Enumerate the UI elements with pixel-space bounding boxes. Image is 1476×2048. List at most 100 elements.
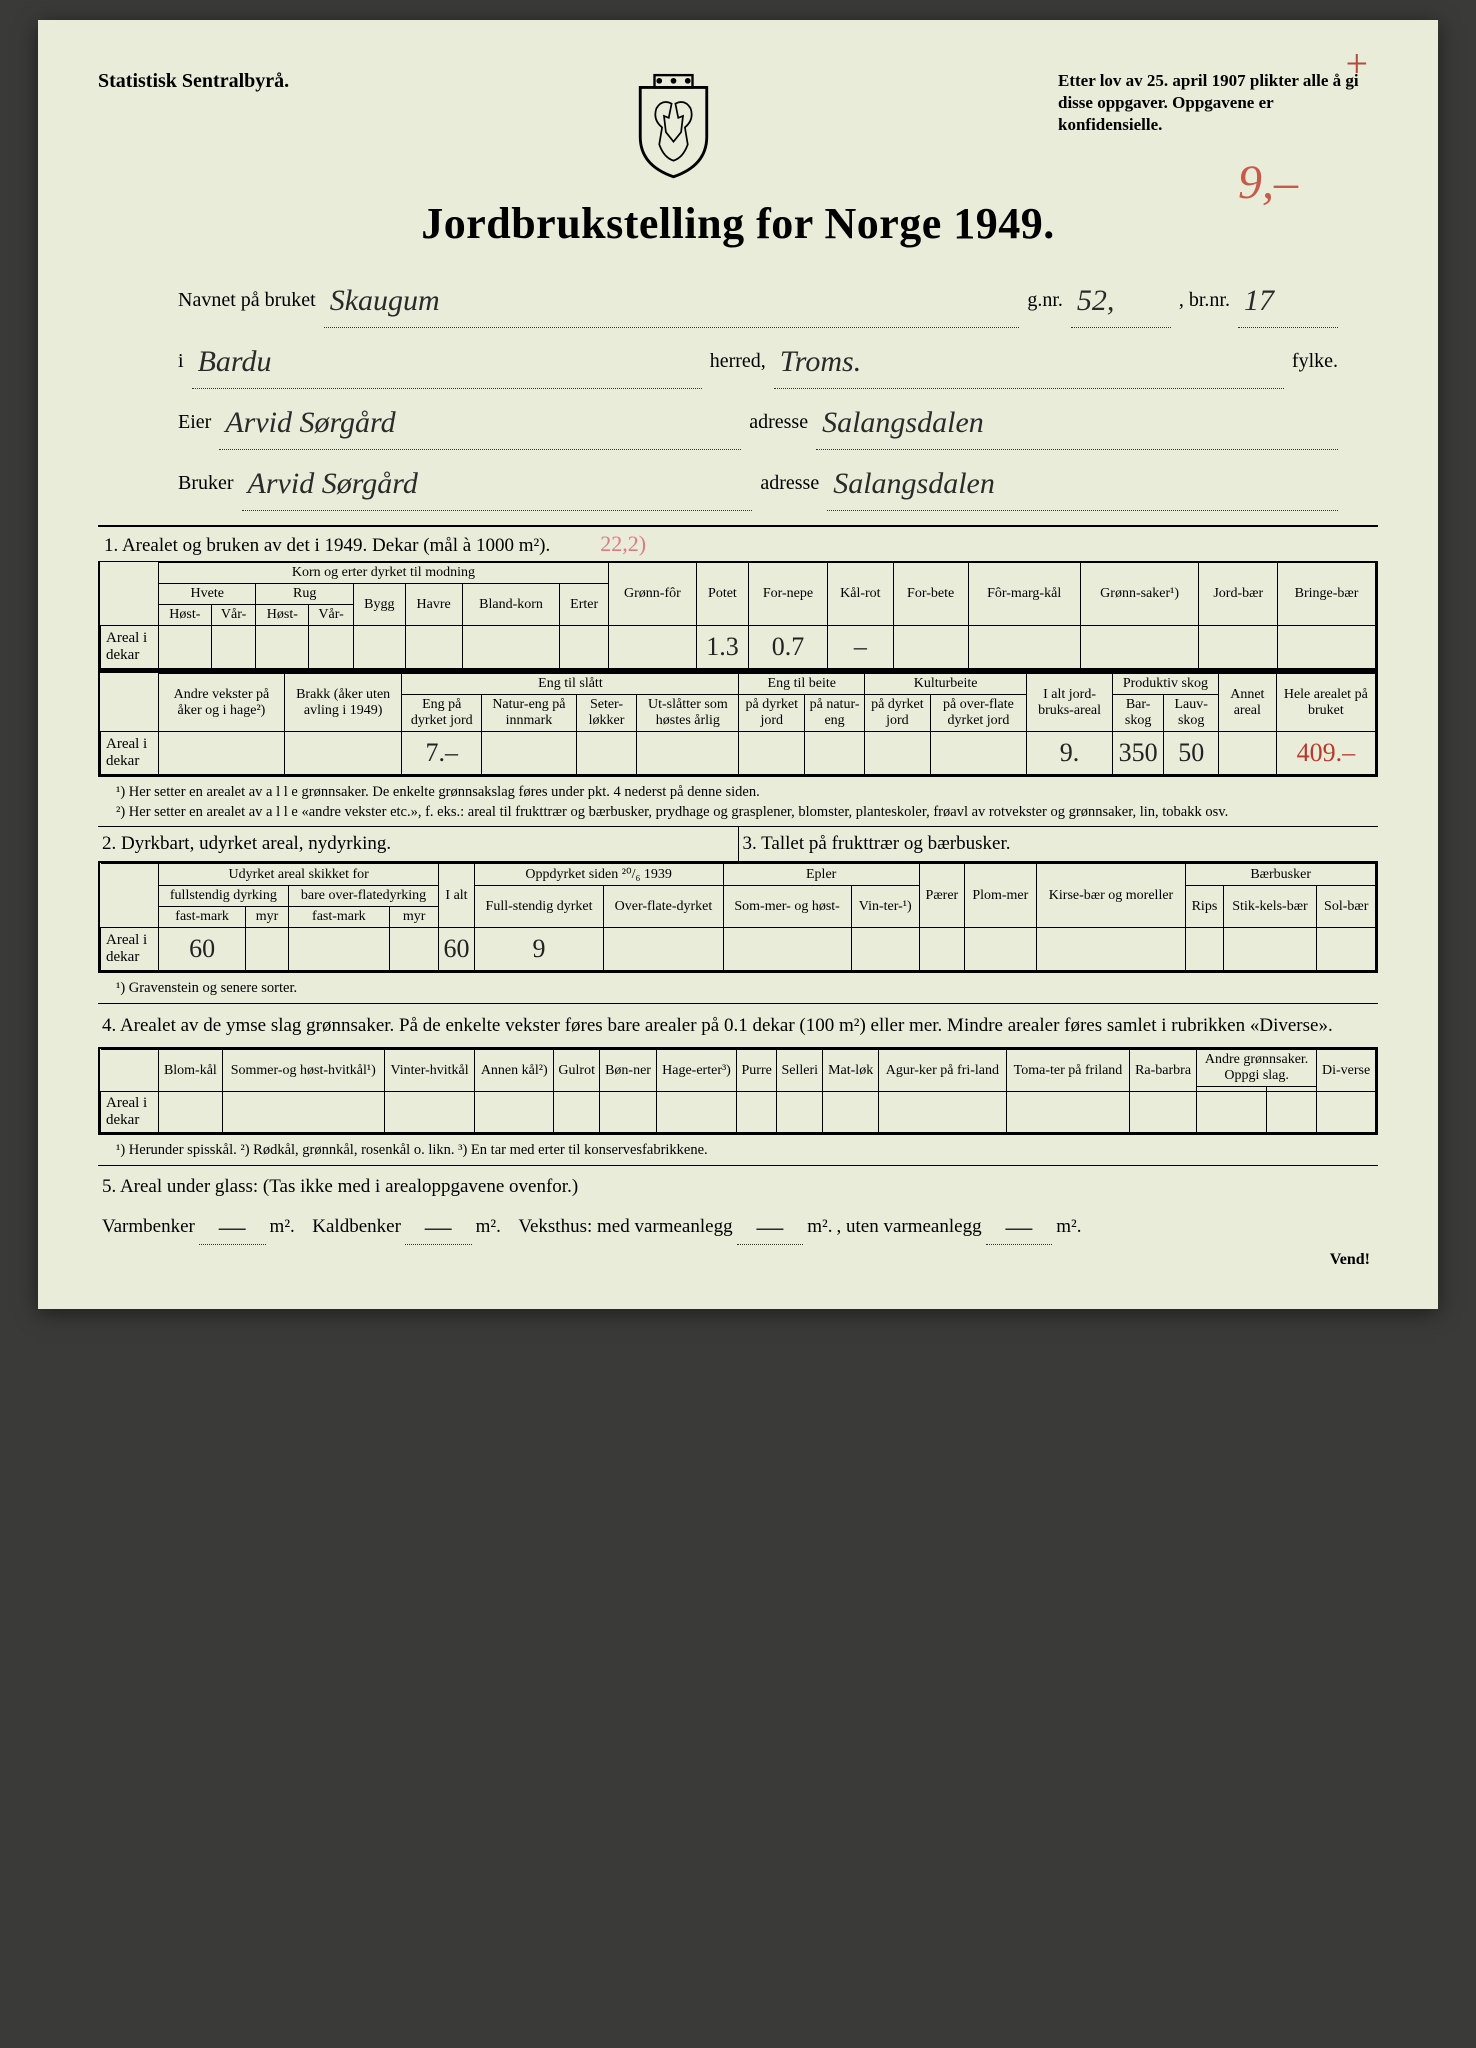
m2-2: m². — [476, 1216, 501, 1238]
t2-v-lauv: 50 — [1164, 732, 1219, 775]
bruker-value: Arvid Sørgård — [248, 467, 418, 500]
t4-annenkal: Annen kål²) — [475, 1050, 554, 1092]
herred-value: Bardu — [198, 345, 272, 378]
red-nine-mark: 9,– — [1238, 155, 1298, 210]
m2-4: m². — [1056, 1216, 1081, 1238]
t2-utsl: Ut-slåtter som høstes årlig — [637, 695, 739, 732]
vend-label: Vend! — [98, 1247, 1378, 1269]
t1-bland: Bland-korn — [462, 584, 560, 626]
t1-erter: Erter — [560, 584, 608, 626]
t3-rips: Rips — [1186, 886, 1223, 928]
veksthus-varme-value: — — [737, 1210, 804, 1245]
t3-parer: Pærer — [919, 864, 964, 928]
t2-natureng: Natur-eng på innmark — [482, 695, 577, 732]
t3-rowlabel: Areal i dekar — [101, 928, 159, 971]
t1-kalrot: Kål-rot — [828, 563, 894, 626]
t1-gronnsaker: Grønn-saker¹) — [1080, 563, 1199, 626]
t2-v-ialt: 9. — [1027, 732, 1113, 775]
t2-seter: Seter-løkker — [576, 695, 637, 732]
t3-plommer: Plom-mer — [964, 864, 1036, 928]
t4-rowlabel: Areal i dekar — [101, 1092, 159, 1133]
table-2-wrap: Andre vekster på åker og i hage²) Brakk … — [98, 673, 1378, 777]
t3-vinter: Vin-ter-¹) — [851, 886, 919, 928]
t3-bareover: bare over-flatedyrking — [288, 886, 439, 907]
t4-sommerkal: Sommer-og høst-hvitkål¹) — [222, 1050, 384, 1092]
t2-padyrket2: på dyrket jord — [865, 695, 931, 732]
t2-barskog: Bar-skog — [1112, 695, 1164, 732]
t3-fast2: fast-mark — [288, 907, 389, 928]
t4-agurker: Agur-ker på fri-land — [878, 1050, 1006, 1092]
fylke-label: fylke. — [1292, 341, 1338, 381]
gnr-label: g.nr. — [1027, 280, 1063, 320]
section-2-3-titles: 2. Dyrkbart, udyrket areal, nydyrking. 3… — [98, 826, 1378, 861]
table-3-wrap: Udyrket areal skikket for I alt Oppdyrke… — [98, 861, 1378, 973]
section-2-title: 2. Dyrkbart, udyrket areal, nydyrking. — [98, 827, 739, 861]
t2-v-bar: 350 — [1112, 732, 1164, 775]
section-5-title: 5. Areal under glass: (Tas ikke med i ar… — [98, 1165, 1378, 1200]
t3-myr2: myr — [389, 907, 438, 928]
t4-andre: Andre grønnsaker. Oppgi slag. — [1197, 1050, 1317, 1087]
gnr-value: 52, — [1077, 284, 1115, 317]
brnr-value: 17 — [1244, 284, 1274, 317]
section-5-line: Varmbenker—m². Kaldbenker—m². Veksthus: … — [98, 1200, 1378, 1247]
t2-hele: Hele arealet på bruket — [1276, 674, 1375, 732]
t1-hvete: Hvete — [159, 584, 256, 605]
adresse-label-2: adresse — [760, 463, 819, 503]
herred-label: herred, — [710, 341, 766, 381]
t2-annet: Annet areal — [1218, 674, 1276, 732]
t4-bonner: Bøn-ner — [600, 1050, 656, 1092]
m2-1: m². — [270, 1216, 295, 1238]
t4-vinterkal: Vinter-hvitkål — [384, 1050, 475, 1092]
t3-oppdyrket: Oppdyrket siden ²⁰/₆ 1939 — [474, 864, 723, 886]
coat-of-arms-icon — [626, 70, 721, 180]
form-page: + 9,– Statistisk Sentralbyrå. Etter lov … — [38, 20, 1438, 1309]
t1-hvete-var: Vår- — [211, 605, 256, 626]
uten-label: , uten varmeanlegg — [837, 1216, 982, 1238]
table-1-wrap: Korn og erter dyrket til modning Grønn-f… — [98, 562, 1378, 671]
t3-solbar: Sol-bær — [1317, 886, 1376, 928]
t2-panatur: på natur-eng — [805, 695, 865, 732]
table-4-wrap: Blom-kål Sommer-og høst-hvitkål¹) Vinter… — [98, 1047, 1378, 1135]
t3-ialt: I alt — [439, 864, 474, 928]
bruker-label: Bruker — [178, 463, 234, 503]
red-cross-mark: + — [1345, 40, 1368, 87]
t3-v-fast: 60 — [159, 928, 246, 971]
t1-val-potet: 1.3 — [697, 626, 749, 669]
t3-myr1: myr — [246, 907, 289, 928]
legal-notice: Etter lov av 25. april 1907 plikter alle… — [1058, 70, 1378, 136]
t1-bygg: Bygg — [353, 584, 405, 626]
i-label: i — [178, 341, 184, 381]
header-row: Statistisk Sentralbyrå. Etter lov av 25.… — [98, 70, 1378, 180]
t1-val-fornepe: 0.7 — [748, 626, 827, 669]
t4-purre: Purre — [737, 1050, 777, 1092]
t3-kirse: Kirse-bær og moreller — [1036, 864, 1186, 928]
t3-sommer: Som-mer- og høst- — [723, 886, 851, 928]
t1-jordbar: Jord-bær — [1199, 563, 1278, 626]
t2-v-eng: 7.– — [402, 732, 482, 775]
t2-andre: Andre vekster på åker og i hage²) — [159, 674, 285, 732]
footnote-4: ¹) Herunder spisskål. ²) Rødkål, grønnkå… — [98, 1135, 1378, 1165]
adresse-label-1: adresse — [749, 402, 808, 442]
t1-rug: Rug — [256, 584, 353, 605]
t3-v-ialt: 60 — [439, 928, 474, 971]
t1-korn-header: Korn og erter dyrket til modning — [159, 563, 609, 584]
t2-eng-beite: Eng til beite — [739, 674, 865, 695]
bureau-name: Statistisk Sentralbyrå. — [98, 70, 289, 93]
t4-rabarbra: Ra-barbra — [1130, 1050, 1197, 1092]
varmbenker-label: Varmbenker — [102, 1216, 195, 1238]
veksthus-label: Veksthus: med varmeanlegg — [518, 1216, 732, 1238]
varmbenker-value: — — [199, 1210, 266, 1245]
bruker-adresse-value: Salangsdalen — [833, 467, 995, 500]
m2-3: m². — [807, 1216, 832, 1238]
footnote-1b: ²) Her setter en arealet av a l l e «and… — [116, 803, 1374, 823]
t1-fornepe: For-nepe — [748, 563, 827, 626]
t4-tomater: Toma-ter på friland — [1006, 1050, 1129, 1092]
t1-forbete: For-bete — [893, 563, 968, 626]
t4-hageerter: Hage-erter³) — [656, 1050, 737, 1092]
identity-fields: Navnet på bruket Skaugum g.nr. 52, , br.… — [98, 267, 1378, 511]
t1-rug-host: Høst- — [256, 605, 309, 626]
t1-rowlabel: Areal i dekar — [101, 626, 159, 669]
fylke-value: Troms. — [780, 345, 861, 378]
t2-eng-slatt: Eng til slått — [402, 674, 739, 695]
kaldbenker-value: — — [405, 1210, 472, 1245]
